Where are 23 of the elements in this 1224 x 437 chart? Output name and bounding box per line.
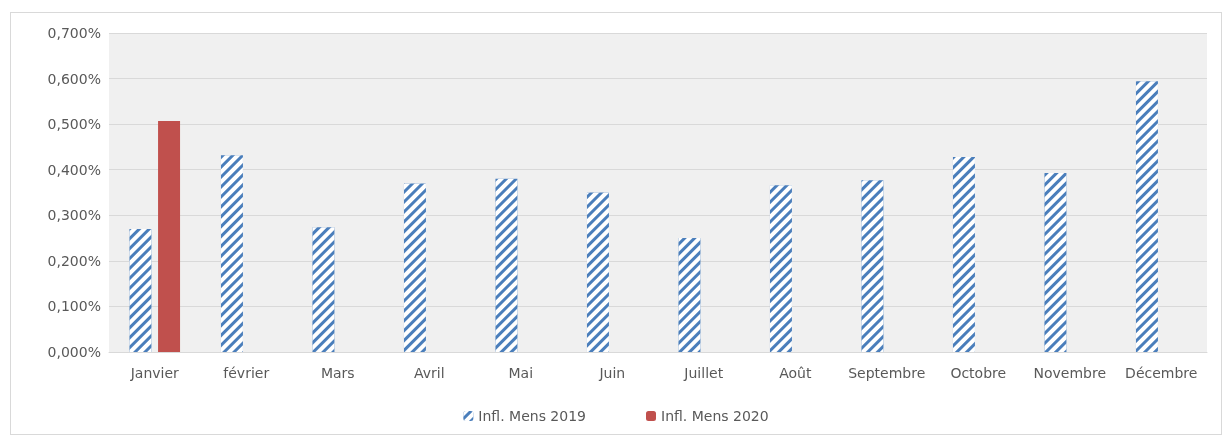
x-tick-label: Mai	[508, 365, 534, 381]
bar	[158, 120, 181, 352]
legend-label: Infl. Mens 2019	[478, 408, 587, 424]
x-tick-label: Avril	[413, 365, 445, 381]
y-tick-label: 0,300%	[47, 207, 101, 224]
y-tick-label: 0,700%	[47, 25, 101, 41]
x-tick-label: Novembre	[1033, 365, 1107, 381]
x-tick-label: Décembre	[1125, 365, 1198, 381]
x-tick-label: Janvier	[129, 365, 180, 381]
x-tick-label: Octobre	[950, 365, 1007, 381]
x-tick-label: février	[223, 365, 270, 381]
x-tick-label: Mars	[320, 365, 355, 381]
y-tick-label: 0,500%	[47, 116, 101, 133]
x-tick-label: Juin	[598, 365, 626, 381]
x-tick-label: Septembre	[848, 365, 926, 381]
y-tick-label: 0,400%	[47, 161, 101, 178]
y-tick-label: 0,600%	[47, 70, 101, 87]
legend-label: Infl. Mens 2020	[661, 408, 769, 424]
y-tick-label: 0,200%	[47, 252, 101, 269]
y-tick-label: 0,000%	[47, 344, 101, 360]
x-tick-label: Juillet	[683, 365, 724, 381]
x-tick-label: Août	[779, 365, 812, 381]
y-tick-label: 0,100%	[47, 298, 101, 315]
